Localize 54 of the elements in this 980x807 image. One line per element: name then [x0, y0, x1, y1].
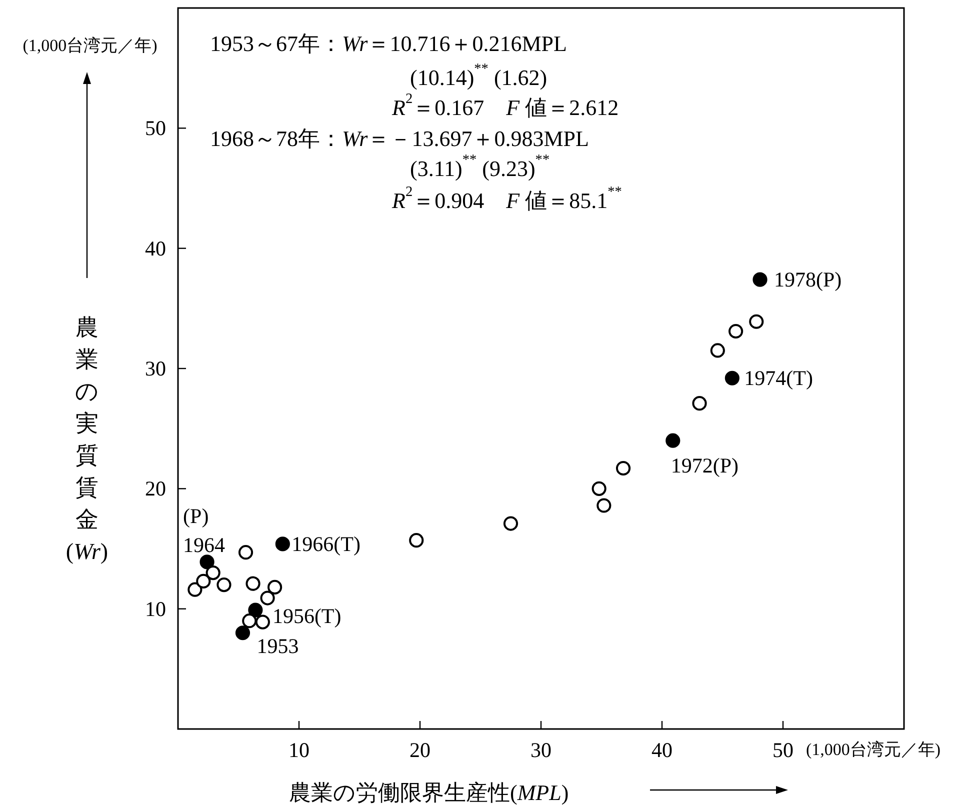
annotation: 1964	[183, 532, 226, 557]
annotation: (P)	[183, 504, 209, 528]
annotation: R$^{2}$＝0.904 F 値＝85.1$^{**}$	[391, 184, 622, 212]
annotation: 1978(P)	[774, 268, 842, 292]
point	[666, 433, 680, 448]
point	[692, 396, 707, 411]
point	[248, 602, 263, 618]
annotation: 1974(T)	[744, 366, 814, 390]
x-tick-label: 10	[288, 738, 310, 762]
point	[238, 545, 254, 560]
point	[188, 582, 202, 597]
point	[409, 533, 424, 548]
y-tick-label: 10	[145, 596, 166, 621]
point	[235, 626, 250, 640]
text: (1,000台湾元／年)	[22, 36, 158, 54]
point	[196, 574, 211, 588]
x-tick-label: 20	[410, 738, 430, 762]
point	[596, 498, 612, 513]
point	[749, 314, 764, 329]
text: (1,000台湾元／年)	[806, 740, 941, 758]
point	[242, 614, 257, 628]
point	[275, 536, 290, 552]
x-tick-label: 40	[652, 738, 672, 762]
x-tick-label: 50	[772, 738, 794, 762]
point	[752, 272, 768, 287]
y-tick-label: 30	[145, 356, 166, 380]
annotation: 1956(T)	[272, 604, 342, 628]
point	[206, 565, 220, 580]
point	[710, 343, 725, 358]
point	[724, 370, 740, 386]
annotation: 1966(T)	[292, 532, 360, 556]
annotation: (10.14)$^{**}$ (1.62)	[410, 61, 548, 90]
point	[200, 554, 214, 570]
y-tick-label: 50	[145, 116, 166, 140]
annotation: 1972(P)	[670, 454, 739, 478]
annotation: R$^{2}$＝0.167 F 値＝2.612	[391, 91, 619, 120]
point	[268, 580, 282, 595]
point	[503, 516, 518, 531]
point	[255, 614, 270, 630]
annotation: 1953～67年：Wr＝10.716＋0.216MPL	[210, 30, 567, 56]
point	[592, 481, 606, 496]
x-axis-title: 農業の労働限界生産性(MPL)	[289, 780, 569, 804]
point	[260, 590, 275, 606]
y-tick-label: 40	[145, 236, 166, 260]
annotation: 1953	[256, 634, 299, 658]
point	[616, 460, 631, 476]
point	[728, 324, 744, 339]
annotation: (3.11)$^{**}$ (9.23)$^{**}$	[410, 152, 550, 180]
x-tick-label: 30	[530, 738, 552, 762]
point	[216, 578, 232, 592]
text: 農業の実質賃金(Wr)	[66, 314, 108, 564]
annotation: 1968～78年：Wr＝－13.697＋0.983MPL	[210, 126, 589, 150]
y-tick-label: 20	[145, 476, 166, 501]
point	[246, 576, 260, 591]
